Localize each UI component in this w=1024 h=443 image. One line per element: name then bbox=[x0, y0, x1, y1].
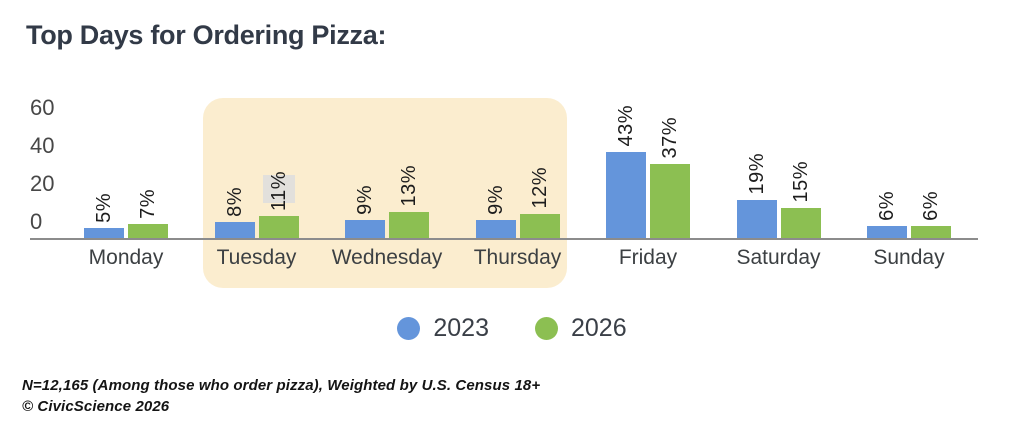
x-axis-label-monday: Monday bbox=[88, 246, 164, 269]
value-label-2026-thursday: 12% bbox=[528, 167, 551, 209]
bar-2026-monday bbox=[128, 224, 168, 238]
chart-legend: 2023 2026 bbox=[0, 314, 1024, 343]
legend-dot-icon-2023 bbox=[397, 317, 421, 340]
value-label-2023-wednesday: 9% bbox=[354, 185, 376, 215]
legend-item-2023: 2023 bbox=[397, 314, 489, 343]
legend-label-2026: 2026 bbox=[571, 314, 627, 342]
bar-2026-wednesday bbox=[389, 212, 429, 238]
chart-title: Top Days for Ordering Pizza: bbox=[26, 20, 387, 50]
value-label-2023-sunday: 6% bbox=[876, 191, 898, 221]
bar-2026-tuesday bbox=[258, 216, 299, 238]
bar-2026-thursday bbox=[519, 214, 560, 238]
bar-2023-tuesday bbox=[214, 222, 255, 238]
bar-2023-friday bbox=[606, 152, 646, 238]
value-label-2026-sunday: 6% bbox=[920, 191, 942, 221]
x-axis-label-tuesday: Tuesday bbox=[216, 246, 297, 269]
x-axis-label-wednesday: Wednesday bbox=[331, 246, 443, 269]
value-label-2026-friday: 37% bbox=[659, 117, 681, 159]
legend-label-2023: 2023 bbox=[433, 314, 489, 342]
source-note: N=12,165 (Among those who order pizza), … bbox=[22, 377, 541, 394]
value-label-2026-wednesday: 13% bbox=[398, 165, 420, 207]
bar-2026-sunday bbox=[911, 226, 951, 238]
x-axis-label-sunday: Sunday bbox=[873, 246, 945, 269]
x-axis-label-friday: Friday bbox=[618, 246, 678, 269]
value-label-2023-saturday: 19% bbox=[745, 153, 768, 195]
y-axis-tick-40: 40 bbox=[30, 133, 55, 158]
y-axis-tick-20: 20 bbox=[30, 171, 55, 196]
x-axis-label-thursday: Thursday bbox=[473, 246, 562, 269]
value-label-2023-monday: 5% bbox=[93, 193, 115, 223]
legend-dot-icon-2026 bbox=[535, 317, 558, 340]
value-label-2026-tuesday: 11% bbox=[262, 170, 295, 211]
bar-2023-monday bbox=[84, 228, 124, 238]
value-label-2026-saturday: 15% bbox=[789, 161, 812, 203]
x-axis-line bbox=[30, 238, 978, 240]
y-axis-tick-0: 0 bbox=[30, 209, 43, 234]
copyright-note: © CivicScience 2026 bbox=[22, 398, 170, 415]
legend-item-2026: 2026 bbox=[535, 314, 627, 343]
value-label-2023-friday: 43% bbox=[615, 105, 637, 147]
value-label-2026-monday: 7% bbox=[137, 189, 159, 219]
bar-2023-saturday bbox=[736, 200, 777, 238]
y-axis-tick-60: 60 bbox=[30, 95, 55, 120]
x-axis-label-saturday: Saturday bbox=[736, 246, 821, 269]
bar-2023-sunday bbox=[867, 226, 907, 238]
value-label-2023-thursday: 9% bbox=[484, 185, 507, 215]
value-label-2023-tuesday: 8% bbox=[223, 187, 246, 217]
bar-2026-friday bbox=[650, 164, 690, 238]
bar-2023-wednesday bbox=[345, 220, 385, 238]
bar-2026-saturday bbox=[780, 208, 821, 238]
bar-2023-thursday bbox=[475, 220, 516, 238]
